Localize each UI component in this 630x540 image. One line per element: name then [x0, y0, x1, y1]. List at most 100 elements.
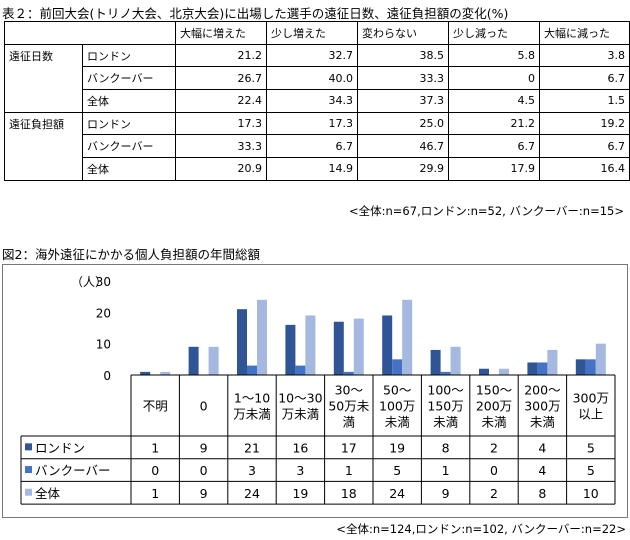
table1-col-header: 大幅に増えた	[175, 21, 267, 45]
bar	[160, 371, 171, 375]
table-row: バンクーバー 33.3 6.7 46.7 6.7 6.7	[5, 134, 630, 159]
table1-cell: 3.8	[539, 43, 630, 68]
x-tick-label: 200～	[524, 383, 560, 398]
legend-swatch	[25, 466, 32, 474]
table1-cell: 1.5	[539, 89, 630, 113]
y-axis-label: （人）	[71, 275, 107, 289]
x-tick-label: 150万	[427, 399, 463, 414]
table1-cell: 40.0	[266, 66, 358, 91]
bar	[585, 359, 596, 375]
bar	[527, 362, 538, 375]
table1-col-header: 少し増えた	[266, 21, 358, 45]
chart-frame: （人） 0 10 20 30 不明 0 1～10 万未満 10～30 万未満 30～ 50万未満 50～ 1…	[2, 264, 628, 518]
bar	[237, 309, 247, 375]
chart-note: <全体:n=124,ロンドン:n=102, バンクーバー:n=22>	[336, 522, 626, 536]
table1-col-header: 少し減った	[448, 21, 540, 45]
data-value-label: 0	[200, 463, 208, 478]
x-tick-label: 未満	[530, 415, 555, 430]
table1-cell: 34.3	[266, 89, 358, 113]
legend-swatch	[25, 443, 32, 451]
table1-note: <全体:n=67,ロンドン:n=52, バンクーバー:n=15>	[349, 204, 624, 218]
table1-cell: 37.3	[357, 89, 449, 113]
data-value-label: 1	[151, 486, 159, 501]
table1-group-label: 遠征日数	[4, 43, 83, 113]
x-tick-label: 50～	[383, 383, 411, 398]
bar	[537, 362, 548, 375]
bar	[208, 346, 219, 375]
data-value-label: 8	[442, 440, 450, 455]
data-value-label: 5	[587, 440, 595, 455]
x-tick-label: 以上	[578, 407, 603, 422]
data-value-label: 9	[200, 440, 208, 455]
x-tick-label: 100～	[427, 383, 463, 398]
table1-cell: 4.5	[448, 89, 540, 113]
y-tick-label: 10	[96, 338, 111, 352]
table1-cell: 16.4	[539, 157, 630, 181]
table1-cell: 6.7	[539, 66, 630, 91]
legend-label: 全体	[35, 486, 61, 501]
data-value-label: 9	[442, 486, 450, 501]
x-tick-label: 万未満	[233, 407, 271, 422]
table1-cell: 17.9	[448, 157, 540, 181]
table1-group-label: 遠征負担額	[4, 111, 83, 181]
table1-cell: 26.7	[175, 66, 267, 91]
x-tick-label: 100万	[379, 399, 415, 414]
table1-cell: 17.3	[266, 111, 358, 136]
table1-cell: 22.4	[175, 89, 267, 113]
bar	[333, 321, 344, 375]
bar	[305, 315, 316, 375]
bar	[285, 324, 296, 375]
data-value-label: 9	[200, 486, 208, 501]
data-value-label: 18	[341, 486, 357, 501]
table1-cell: 33.3	[175, 134, 267, 159]
table1-cell: 20.9	[175, 157, 267, 181]
x-tick-label: 10～30	[278, 391, 322, 406]
table1-title: 表２：前回大会(トリノ大会、北京大会)に出場した選手の遠征日数、遠征負担額の変化…	[2, 6, 509, 21]
table-row: 全体 22.4 34.3 37.3 4.5 1.5	[5, 89, 630, 113]
x-tick-label: 150～	[476, 383, 512, 398]
table1-header-row: 大幅に増えた 少し増えた 変わらない 少し減った 大幅に減った	[4, 21, 630, 45]
table1-cell: 25.0	[357, 111, 449, 136]
x-tick-label: 0	[200, 399, 208, 414]
bar	[188, 346, 199, 375]
x-tick-label: 未満	[433, 415, 458, 430]
bar	[430, 349, 441, 375]
data-value-label: 3	[296, 463, 304, 478]
data-value-label: 10	[583, 486, 599, 501]
x-tick-label: 300万	[524, 399, 560, 414]
bar	[295, 365, 306, 375]
data-value-label: 5	[587, 463, 595, 478]
table1-cell: 5.8	[448, 43, 540, 68]
legend-swatch	[25, 488, 32, 496]
table1-cell: 29.9	[357, 157, 449, 181]
bar	[575, 359, 586, 375]
data-value-label: 17	[341, 440, 357, 455]
y-tick-label: 30	[96, 275, 111, 289]
x-tick-label: 200万	[476, 399, 512, 414]
table1-row-label: ロンドン	[82, 43, 176, 68]
table1-cell: 21.2	[448, 111, 540, 136]
x-tick-label: 未満	[481, 415, 506, 430]
table-row: 全体 20.9 14.9 29.9 17.9 16.4	[5, 157, 630, 181]
data-value-label: 1	[345, 463, 353, 478]
chart-title: 図2：海外遠征にかかる個人負担額の年間総額	[2, 247, 260, 262]
table1-row-label: ロンドン	[82, 111, 176, 136]
x-tick-label: 300万	[573, 391, 609, 406]
table1-cell: 21.2	[175, 43, 267, 68]
legend-label: バンクーバー	[35, 463, 111, 478]
bar	[353, 318, 364, 375]
table1-cell: 19.2	[539, 111, 630, 136]
data-value-label: 24	[389, 486, 405, 501]
table-row: バンクーバー 26.7 40.0 33.3 0 6.7	[5, 66, 630, 91]
x-tick-label: 満	[343, 415, 356, 430]
bar	[479, 368, 489, 375]
bar	[257, 299, 267, 375]
bar	[382, 315, 393, 375]
data-value-label: 19	[389, 440, 405, 455]
table1-row-label: バンクーバー	[82, 134, 176, 159]
data-value-label: 2	[490, 486, 498, 501]
bar	[140, 371, 151, 375]
data-value-label: 4	[538, 440, 546, 455]
bar	[392, 359, 403, 375]
data-value-label: 5	[393, 463, 401, 478]
